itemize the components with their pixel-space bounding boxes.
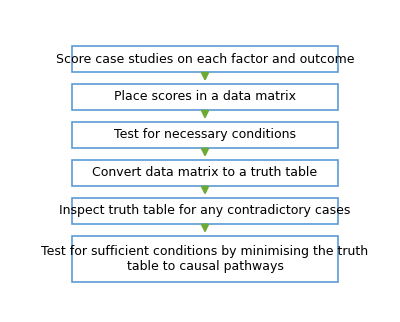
Bar [72,236,338,282]
Text: Convert data matrix to a truth table: Convert data matrix to a truth table [92,166,318,179]
Text: Inspect truth table for any contradictory cases: Inspect truth table for any contradictor… [59,204,351,217]
Bar [72,122,338,148]
Text: Test for sufficient conditions by minimising the truth
table to causal pathways: Test for sufficient conditions by minimi… [42,245,368,273]
Bar [72,160,338,186]
Bar [72,46,338,72]
Text: Place scores in a data matrix: Place scores in a data matrix [114,90,296,103]
Text: Score case studies on each factor and outcome: Score case studies on each factor and ou… [56,52,354,66]
Text: Test for necessary conditions: Test for necessary conditions [114,128,296,141]
Bar [72,198,338,224]
Bar [72,84,338,110]
